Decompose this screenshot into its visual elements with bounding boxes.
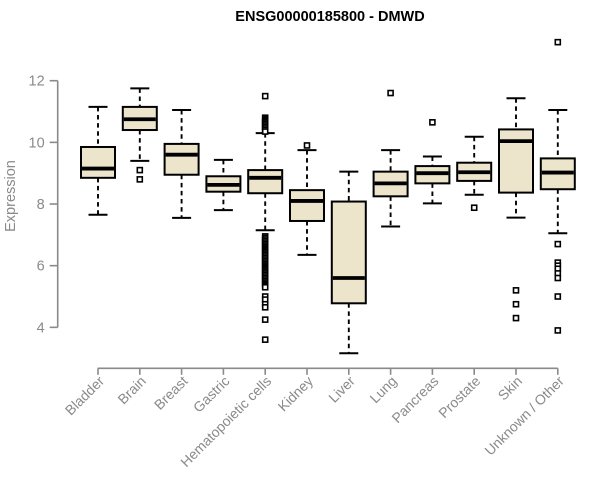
x-tick-label: Breast bbox=[151, 373, 191, 413]
outlier-point bbox=[261, 92, 269, 100]
y-tick-label: 6 bbox=[37, 259, 45, 275]
x-tick-label: Liver bbox=[325, 373, 358, 406]
outlier-point bbox=[261, 304, 269, 311]
outlier-point bbox=[554, 327, 562, 334]
box-hematopoietic-cells bbox=[247, 92, 284, 343]
box-unknown-other bbox=[539, 38, 576, 334]
box-kidney bbox=[289, 142, 325, 256]
box-rect bbox=[163, 142, 200, 176]
outlier-point bbox=[303, 142, 311, 149]
outlier-point bbox=[512, 287, 520, 294]
box-pancreas bbox=[414, 119, 451, 205]
box-rect bbox=[80, 145, 116, 179]
box-rect bbox=[498, 128, 534, 194]
y-tick-label: 10 bbox=[29, 135, 45, 151]
plot-area: 4 6 8 10 12 Bladder Brain Breast GastricHematopo… bbox=[29, 38, 576, 470]
outlier-point bbox=[136, 176, 144, 183]
box-brain bbox=[121, 87, 158, 183]
x-tick-label: Brain bbox=[114, 373, 148, 407]
outlier-point bbox=[261, 128, 269, 135]
box-skin bbox=[498, 97, 534, 322]
box-prostate bbox=[456, 135, 493, 212]
outlier-point bbox=[554, 240, 562, 248]
outlier-point bbox=[261, 283, 269, 291]
x-tick-label: Skin bbox=[495, 373, 526, 404]
outlier-point bbox=[554, 38, 562, 46]
box-bladder bbox=[80, 105, 116, 216]
outlier-point bbox=[387, 89, 394, 97]
outlier-point bbox=[470, 204, 478, 212]
outlier-point bbox=[554, 274, 562, 282]
x-tick-label: Bladder bbox=[62, 373, 108, 419]
outlier-point bbox=[429, 119, 436, 126]
outlier-point bbox=[261, 316, 269, 323]
y-axis: 4 6 8 10 12 bbox=[29, 74, 59, 336]
x-tick-label: Kidney bbox=[275, 373, 317, 415]
y-tick-label: 12 bbox=[29, 74, 45, 90]
box-lung bbox=[372, 89, 409, 228]
box-rect bbox=[247, 169, 284, 195]
box-breast bbox=[163, 108, 200, 219]
box-gastric bbox=[205, 158, 242, 212]
x-tick-label: Prostate bbox=[435, 373, 483, 421]
outlier-point bbox=[512, 300, 520, 308]
box-liver bbox=[330, 170, 367, 355]
y-axis-label: Expression bbox=[3, 160, 19, 232]
chart-title: ENSG00000185800 - DMWD bbox=[235, 9, 424, 25]
outlier-point bbox=[512, 314, 520, 322]
x-tick-label: Unknown / Other bbox=[481, 373, 567, 459]
outlier-point bbox=[554, 293, 562, 300]
box-rect bbox=[289, 189, 325, 222]
y-tick-label: 8 bbox=[37, 197, 45, 213]
outlier-point bbox=[261, 336, 269, 343]
outlier-point bbox=[136, 166, 144, 174]
y-tick-label: 4 bbox=[37, 320, 45, 336]
x-tick-label: Lung bbox=[366, 373, 399, 406]
box-rect bbox=[330, 200, 367, 305]
